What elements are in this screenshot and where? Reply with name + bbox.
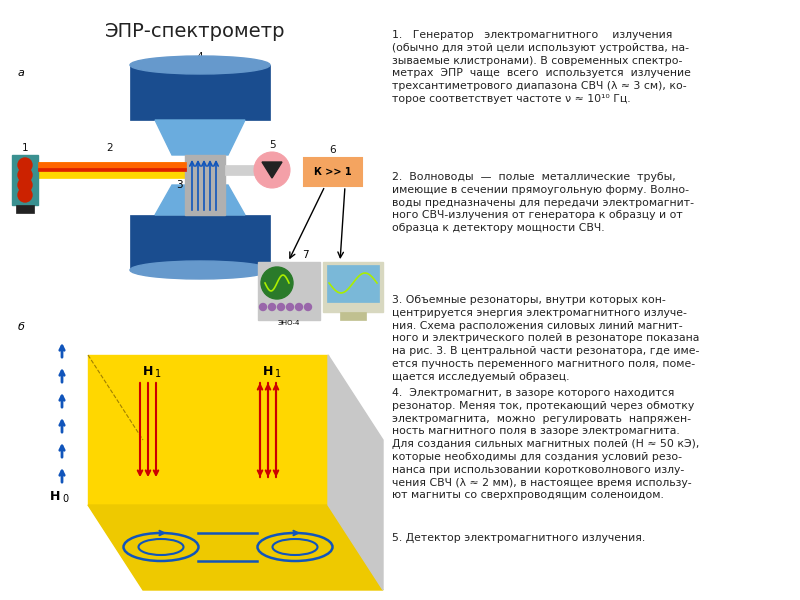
Text: 4: 4 [197, 52, 203, 62]
Text: ЭПР-спектрометр: ЭПР-спектрометр [105, 22, 286, 41]
Circle shape [18, 158, 32, 172]
Bar [258, 262, 320, 320]
Polygon shape [155, 120, 245, 155]
Text: 1.   Генератор   электромагнитного    излучения
(обычно для этой цели используют: 1. Генератор электромагнитного излучения… [392, 30, 691, 104]
Text: 7: 7 [302, 250, 308, 260]
Text: 2.  Волноводы  —  полые  металлические  трубы,
имеющие в сечении прямоугольную ф: 2. Волноводы — полые металлические трубы… [392, 172, 694, 233]
Circle shape [259, 304, 266, 311]
Bar [340, 312, 366, 320]
Text: 5: 5 [269, 140, 275, 150]
Text: 4.  Электромагнит, в зазоре которого находится
резонатор. Меняя ток, протекающий: 4. Электромагнит, в зазоре которого нахо… [392, 388, 699, 500]
Text: К >> 1: К >> 1 [314, 167, 352, 177]
Bar [327, 265, 379, 302]
Circle shape [261, 267, 293, 299]
Text: 5. Детектор электромагнитного излучения.: 5. Детектор электромагнитного излучения. [392, 533, 646, 543]
Text: H: H [263, 365, 273, 378]
Text: 3: 3 [176, 180, 183, 190]
Text: 1: 1 [275, 369, 281, 379]
Text: H: H [143, 365, 153, 378]
Text: 3. Объемные резонаторы, внутри которых кон-
центрируется энергия электромагнитно: 3. Объемные резонаторы, внутри которых к… [392, 295, 699, 382]
Circle shape [278, 304, 285, 311]
Text: 0: 0 [62, 494, 68, 504]
Ellipse shape [130, 261, 270, 279]
Polygon shape [328, 355, 383, 590]
Polygon shape [262, 162, 282, 178]
Bar [38, 168, 186, 171]
Bar [38, 162, 186, 169]
Bar [130, 215, 270, 270]
Circle shape [18, 188, 32, 202]
Polygon shape [88, 505, 383, 590]
Ellipse shape [130, 56, 270, 74]
Circle shape [254, 152, 290, 188]
Bar [38, 162, 186, 178]
Text: 1: 1 [155, 369, 161, 379]
Bar [225, 165, 257, 175]
Circle shape [269, 304, 275, 311]
Bar [130, 65, 270, 120]
Bar [323, 262, 383, 312]
Text: 6: 6 [330, 145, 336, 155]
Text: б: б [18, 322, 25, 332]
Text: 1: 1 [22, 143, 28, 153]
Circle shape [18, 178, 32, 192]
Bar [185, 155, 225, 215]
Text: 2: 2 [106, 143, 114, 153]
Text: ЭНО-4: ЭНО-4 [278, 320, 300, 326]
Circle shape [305, 304, 311, 311]
Circle shape [286, 304, 294, 311]
Bar [12, 155, 38, 205]
Polygon shape [155, 185, 245, 215]
Text: H: H [50, 490, 60, 503]
Circle shape [18, 168, 32, 182]
Bar [304, 158, 362, 186]
Polygon shape [88, 355, 328, 505]
Circle shape [295, 304, 302, 311]
Text: а: а [18, 68, 25, 78]
Bar [16, 205, 34, 213]
